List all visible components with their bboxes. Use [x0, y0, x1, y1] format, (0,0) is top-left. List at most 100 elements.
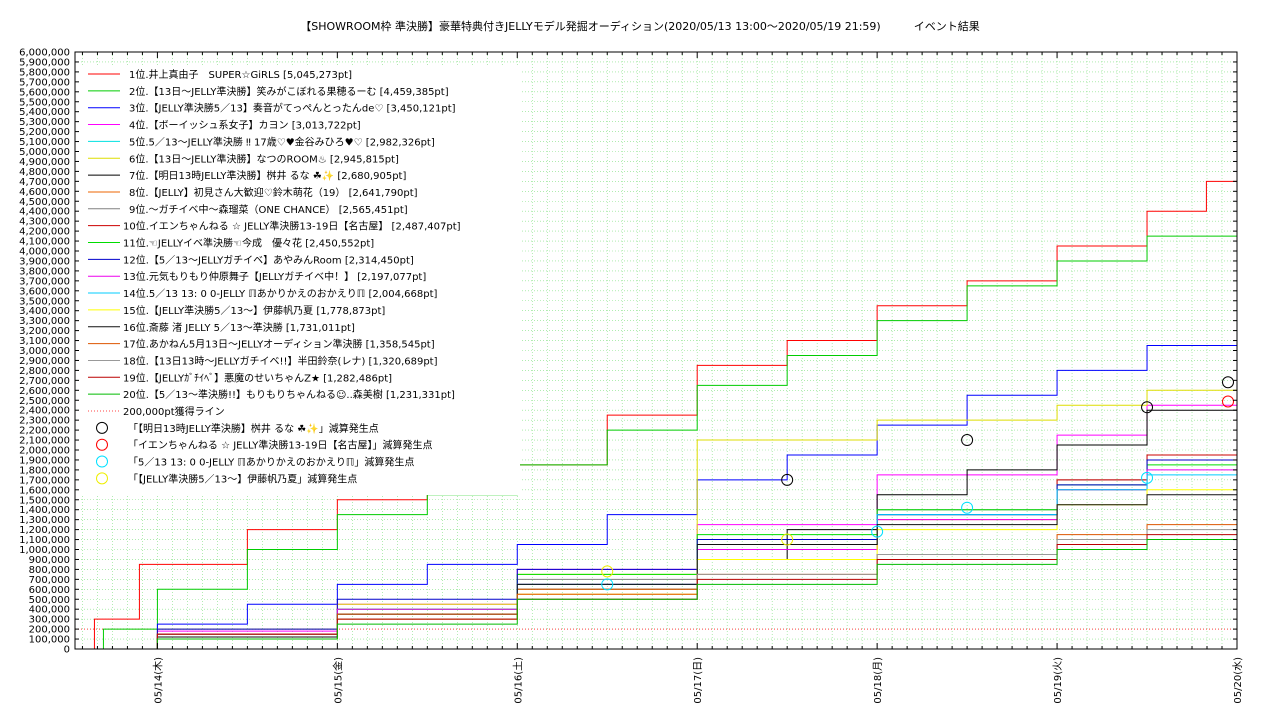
- y-tick-label: 3,200,000: [19, 326, 70, 337]
- legend-entry-11: 11位.☜JELLYイベ準決勝☜今成 優々花 [2,450,552pt]: [123, 237, 374, 250]
- y-tick-label: 5,700,000: [19, 77, 70, 88]
- y-tick-label: 5,500,000: [19, 97, 70, 108]
- legend-marker-entry-2: 「イエンちゃんねる ☆ JELLY準決勝13-19日【名古屋】」減算発生点: [128, 439, 432, 452]
- y-tick-label: 1,300,000: [19, 515, 70, 526]
- y-tick-label: 4,900,000: [19, 157, 70, 168]
- legend-entry-18: 18位.【13日13時～JELLYガチイベ!!】半田鈴奈(レナ) [1,320,…: [123, 354, 438, 367]
- y-tick-label: 600,000: [29, 585, 70, 596]
- legend-marker-3: [96, 455, 108, 468]
- legend-entry-16: 16位.斎藤 渚 JELLY 5／13～準決勝 [1,731,011pt]: [123, 321, 355, 334]
- y-tick-label: 4,200,000: [19, 227, 70, 238]
- series-line-1: [75, 146, 1238, 650]
- y-tick-label: 3,600,000: [19, 286, 70, 297]
- y-tick-label: 400,000: [29, 605, 70, 616]
- y-tick-label: 300,000: [29, 615, 70, 626]
- y-tick-label: 5,800,000: [19, 67, 70, 78]
- y-tick-label: 2,400,000: [19, 406, 70, 417]
- series-line-15: [75, 472, 1238, 650]
- y-tick-label: 3,300,000: [19, 316, 70, 327]
- y-tick-label: 5,200,000: [19, 127, 70, 138]
- marker-point-1: [1141, 401, 1154, 414]
- y-tick-label: 2,000,000: [19, 446, 70, 457]
- y-tick-label: 4,600,000: [19, 187, 70, 198]
- marker-point-4: [781, 533, 794, 546]
- legend-marker-entry-3: 「5／13 13: 0 0-JELLY ℿあかりかえのおかえりℿ」減算発生点: [128, 456, 414, 469]
- y-tick-label: 3,800,000: [19, 266, 70, 277]
- legend-marker-2: [96, 438, 108, 451]
- y-tick-label: 4,700,000: [19, 177, 70, 188]
- y-tick-label: 4,500,000: [19, 197, 70, 208]
- legend-entry-15: 15位.【JELLY準決勝5／13～】伊藤帆乃夏 [1,778,873pt]: [123, 304, 385, 317]
- x-tick-label: 05/18(月): [872, 657, 884, 704]
- y-tick-label: 1,700,000: [19, 475, 70, 486]
- legend-marker-1: [96, 421, 108, 434]
- marker-point-3: [961, 501, 974, 514]
- axis-layer: 0100,000200,000300,000400,000500,000600,…: [19, 48, 1244, 704]
- y-tick-label: 1,400,000: [19, 505, 70, 516]
- series-line-2: [75, 205, 1238, 650]
- y-tick-label: 2,300,000: [19, 416, 70, 427]
- legend-entry-13: 13位.元気もりもり仲原舞子【JELLYガチイベ中！】 [2,197,077pt…: [123, 270, 426, 283]
- y-tick-label: 3,400,000: [19, 306, 70, 317]
- legend-entry-10: 10位.イエンちゃんねる ☆ JELLY準決勝13-19日【名古屋】 [2,48…: [123, 220, 461, 233]
- y-tick-label: 3,700,000: [19, 276, 70, 287]
- x-tick-label: 05/20(水): [1232, 657, 1244, 704]
- y-tick-label: 800,000: [29, 565, 70, 576]
- y-tick-label: 1,900,000: [19, 455, 70, 466]
- legend-entry-9: 9位.～ガチイベ中～森瑠菜（ONE CHANCE） [2,565,451pt]: [129, 203, 408, 216]
- y-tick-label: 4,100,000: [19, 237, 70, 248]
- legend-entry-7: 7位.【明日13時JELLY準決勝】桝井 るな ☘✨ [2,680,905pt]: [129, 169, 406, 182]
- y-tick-label: 4,800,000: [19, 167, 70, 178]
- legend-entry-3: 3位.【JELLY準決勝5／13】奏音がてっぺんとったんde♡ [3,450,1…: [129, 102, 456, 115]
- legend: 1位.井上真由子 SUPER☆GiRLS [5,045,273pt] 2位.【13…: [80, 65, 520, 495]
- legend-entry-threshold: 200,000pt獲得ライン: [123, 405, 225, 418]
- y-tick-label: 4,300,000: [19, 217, 70, 228]
- y-tick-label: 2,200,000: [19, 426, 70, 437]
- legend-marker-4: [96, 472, 108, 485]
- y-tick-label: 1,100,000: [19, 535, 70, 546]
- marker-point-4: [601, 565, 614, 578]
- legend-entry-8: 8位.【JELLY】初見さん大歓迎♡鈴木萌花（19） [2,641,790pt]: [129, 186, 418, 199]
- y-tick-label: 5,400,000: [19, 107, 70, 118]
- y-tick-label: 100,000: [29, 635, 70, 646]
- y-tick-label: 2,600,000: [19, 386, 70, 397]
- y-tick-label: 500,000: [29, 595, 70, 606]
- marker-point-3: [1141, 471, 1154, 484]
- y-tick-label: 2,800,000: [19, 366, 70, 377]
- y-tick-label: 5,300,000: [19, 117, 70, 128]
- legend-background: [80, 65, 520, 495]
- y-tick-label: 5,000,000: [19, 147, 70, 158]
- legend-marker-entry-1: 「【明日13時JELLY準決勝】桝井 るな ☘✨」減算発生点: [128, 422, 379, 435]
- y-tick-label: 0: [64, 645, 70, 656]
- series-line-20: [75, 526, 1238, 650]
- legend-entry-17: 17位.あかねん5月13日～JELLYオーディション準決勝 [1,358,545…: [123, 338, 435, 351]
- series-line-19: [75, 521, 1238, 650]
- y-tick-label: 3,100,000: [19, 336, 70, 347]
- marker-point-1: [781, 473, 794, 486]
- marker-point-3: [871, 525, 884, 538]
- legend-entry-4: 4位.【ボーイッシュ系女子】カヨン [3,013,722pt]: [129, 119, 361, 132]
- legend-entry-14: 14位.5／13 13: 0 0-JELLY ℿあかりかえのおかえりℿ [2,0…: [123, 287, 438, 300]
- x-tick-label: 05/14(木): [152, 657, 164, 704]
- legend-entry-5: 5位.5／13～JELLY準決勝 ‼ 17歳♡♥金谷みひろ♥♡ [2,982,3…: [129, 135, 435, 148]
- chart-title: 【SHOWROOM枠 準決勝】豪華特典付きJELLYモデル発掘オーディション(2…: [300, 20, 980, 33]
- y-tick-label: 3,500,000: [19, 296, 70, 307]
- legend-entry-12: 12位.【5／13～JELLYガチイベ】あやみんRoom [2,314,450p…: [123, 253, 414, 266]
- y-tick-label: 700,000: [29, 575, 70, 586]
- y-tick-label: 900,000: [29, 555, 70, 566]
- marker-layer: [601, 376, 1235, 591]
- legend-entry-6: 6位.【13日～JELLY準決勝】なつのROOM♨ [2,945,815pt]: [129, 152, 399, 165]
- legend-entry-19: 19位.【JELLYｶﾞﾁｲﾍﾞ】悪魔のせいちゃんZ★ [1,282,486pt…: [123, 371, 392, 384]
- x-tick-label: 05/15(金): [331, 657, 344, 704]
- marker-point-2: [1222, 395, 1235, 408]
- y-tick-label: 200,000: [29, 625, 70, 636]
- marker-point-1: [961, 434, 974, 447]
- legend-entry-20: 20位.【5／13～準決勝!!】もりもりちゃんねる☺..森美樹 [1,231,3…: [123, 388, 455, 401]
- y-tick-label: 1,600,000: [19, 485, 70, 496]
- series-line-16: [75, 476, 1238, 650]
- y-tick-label: 2,900,000: [19, 356, 70, 367]
- y-tick-label: 2,100,000: [19, 436, 70, 447]
- y-tick-label: 5,100,000: [19, 137, 70, 148]
- x-tick-label: 05/16(土): [511, 657, 524, 704]
